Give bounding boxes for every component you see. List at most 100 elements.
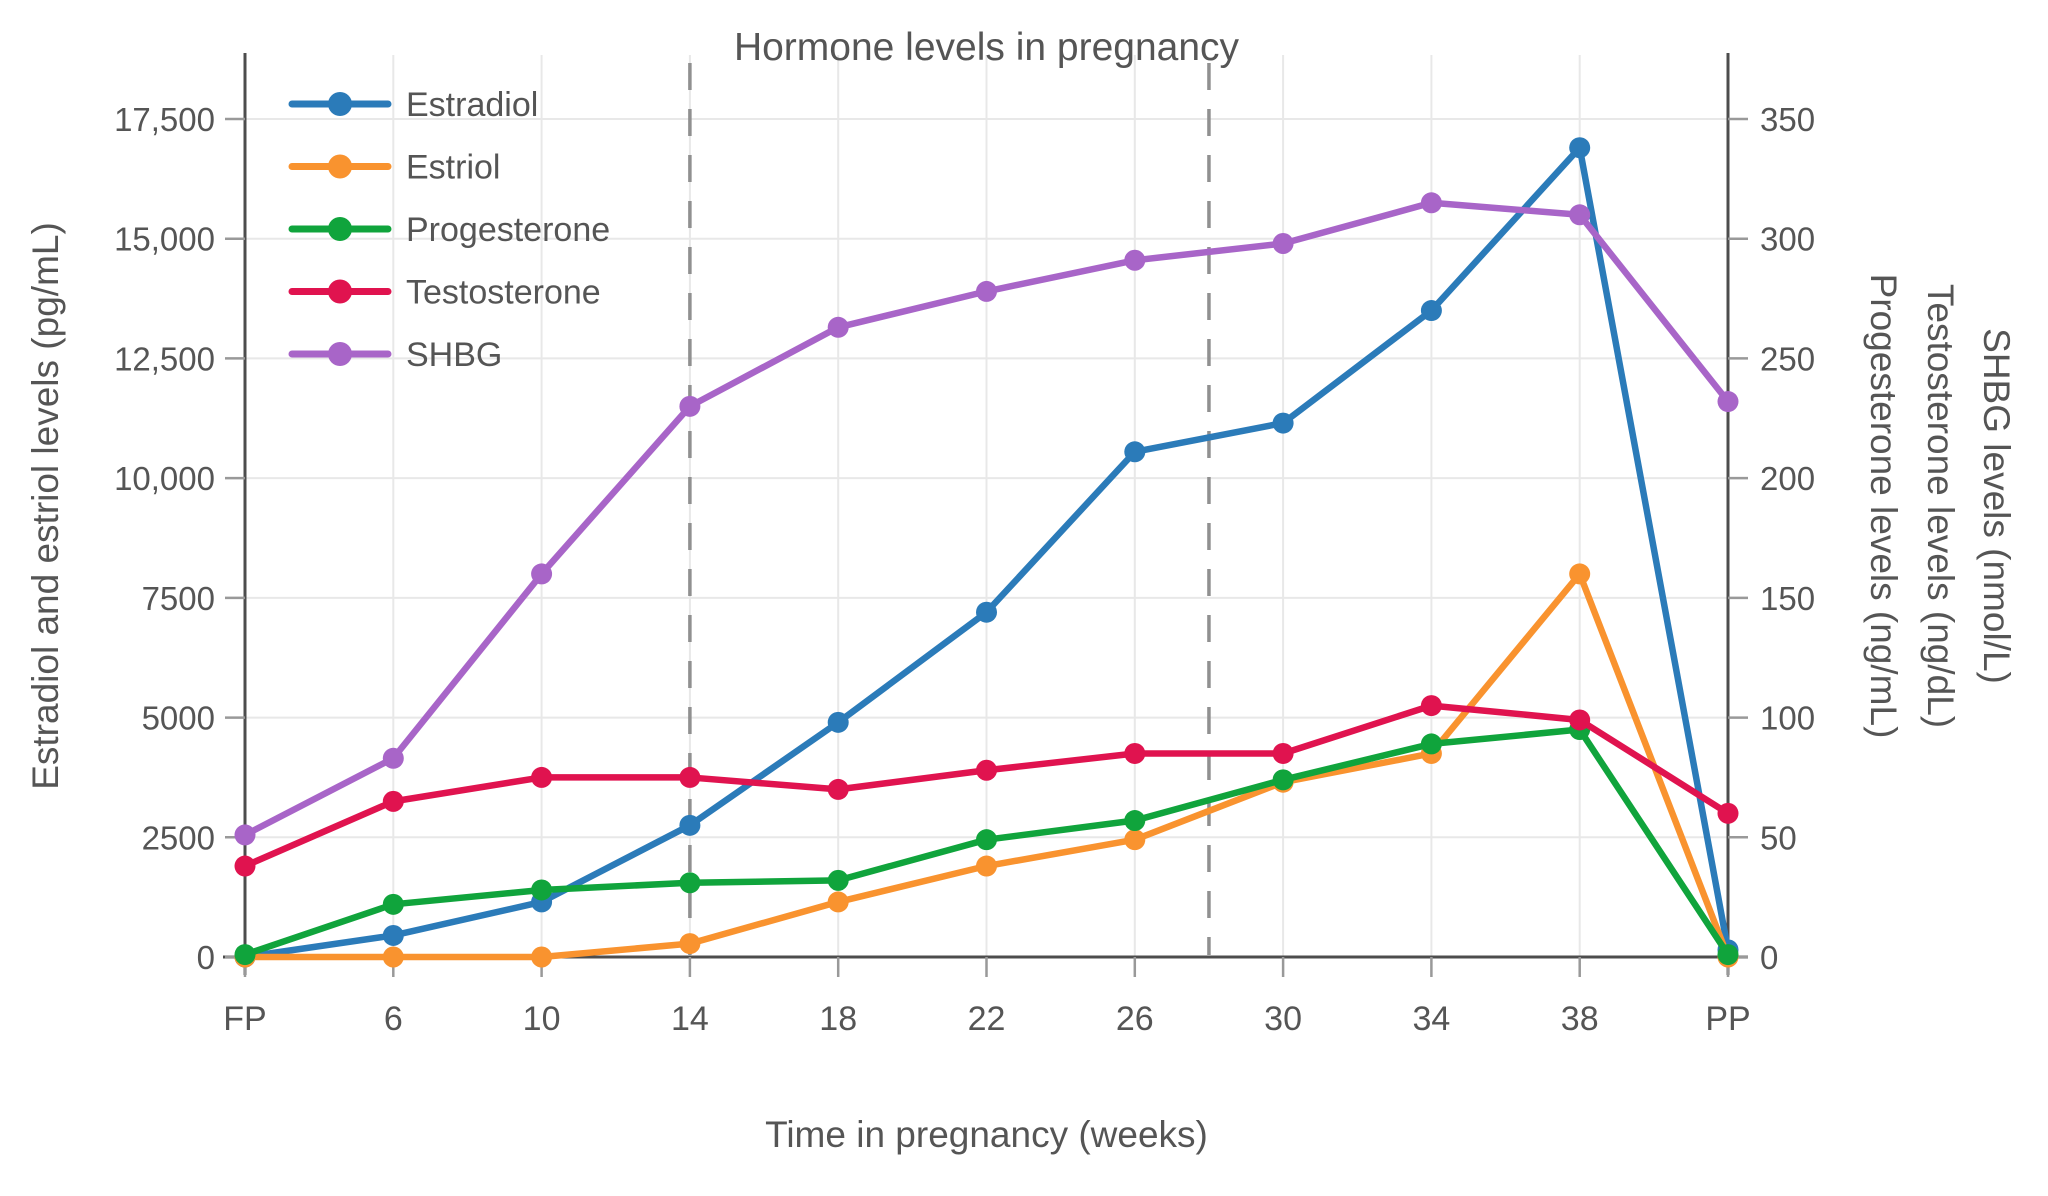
legend-marker — [328, 154, 352, 179]
data-point-estriol-10 — [531, 946, 553, 968]
x-axis-title: Time in pregnancy (weeks) — [765, 1114, 1208, 1155]
legend-item-shbg[interactable]: SHBG — [288, 336, 502, 374]
left-tick-label: 17,500 — [114, 101, 215, 138]
data-point-estradiol-26 — [1124, 441, 1146, 463]
data-point-progesterone-FP — [234, 944, 256, 966]
data-point-estradiol-34 — [1420, 300, 1442, 322]
right-axis-title-progesterone: Progesterone levels (ng/mL) — [1863, 273, 1904, 739]
legend-label: Testosterone — [406, 274, 601, 312]
legend-item-estradiol[interactable]: Estradiol — [288, 86, 538, 124]
left-tick-label: 7500 — [142, 580, 215, 617]
right-tick-label: 350 — [1760, 101, 1815, 138]
data-point-estradiol-18 — [827, 711, 849, 733]
data-point-testosterone-14 — [679, 766, 701, 788]
data-point-progesterone-18 — [827, 869, 849, 891]
data-point-testosterone-6 — [382, 790, 404, 812]
legend-label: Estriol — [406, 149, 500, 187]
legend-label: Estradiol — [406, 86, 538, 124]
legend-label: SHBG — [406, 336, 502, 374]
data-point-shbg-FP — [234, 824, 256, 846]
data-point-shbg-PP — [1717, 391, 1739, 413]
legend-item-estriol[interactable]: Estriol — [288, 149, 500, 187]
legend-marker — [328, 92, 352, 116]
right-tick-label: 50 — [1760, 819, 1797, 856]
x-tick-label-30: 30 — [1264, 1000, 1302, 1038]
data-point-estradiol-38 — [1569, 137, 1591, 159]
right-axis-title-testosterone: Testosterone levels (ng/dL) — [1920, 283, 1961, 729]
right-tick-label: 100 — [1760, 700, 1815, 737]
data-point-estriol-22 — [976, 855, 997, 877]
tick-labels: 0 2500 5000 7500 10,000 12,500 15,000 17,500 0 50… — [114, 101, 1815, 1038]
data-point-shbg-38 — [1569, 204, 1591, 226]
data-point-shbg-6 — [382, 747, 404, 769]
legend-label: Progesterone — [406, 211, 610, 249]
x-tick-label-FP: FP — [223, 1000, 266, 1038]
x-tick-label-34: 34 — [1412, 1000, 1450, 1038]
data-point-progesterone-34 — [1420, 733, 1442, 755]
legend: Estradiol Estriol Progesterone Testosterone… — [288, 86, 610, 374]
data-point-estradiol-30 — [1272, 412, 1294, 434]
x-tick-label-38: 38 — [1561, 1000, 1599, 1038]
data-point-testosterone-34 — [1420, 695, 1442, 717]
x-tick-label-10: 10 — [523, 1000, 561, 1038]
x-tick-label-PP: PP — [1705, 1000, 1750, 1038]
data-point-estriol-6 — [382, 946, 404, 968]
left-tick-label: 10,000 — [114, 460, 215, 497]
data-point-testosterone-FP — [234, 855, 256, 877]
data-point-progesterone-PP — [1717, 944, 1739, 966]
data-point-estradiol-22 — [976, 601, 997, 623]
right-tick-label: 300 — [1760, 221, 1815, 258]
series-testosterone — [234, 695, 1739, 877]
data-point-progesterone-26 — [1124, 810, 1146, 832]
data-point-shbg-14 — [679, 395, 701, 417]
data-point-testosterone-PP — [1717, 802, 1739, 824]
data-point-shbg-34 — [1420, 192, 1442, 214]
data-point-testosterone-38 — [1569, 709, 1591, 731]
data-point-testosterone-10 — [531, 766, 553, 788]
data-point-estriol-14 — [679, 933, 701, 955]
data-point-estradiol-14 — [679, 814, 701, 836]
left-axis-title: Estradiol and estriol levels (pg/mL) — [25, 222, 66, 790]
series-shbg — [234, 192, 1739, 846]
data-point-shbg-10 — [531, 563, 553, 585]
legend-item-progesterone[interactable]: Progesterone — [288, 211, 610, 249]
data-point-progesterone-22 — [976, 829, 997, 851]
data-point-progesterone-10 — [531, 879, 553, 901]
data-point-progesterone-30 — [1272, 769, 1294, 791]
data-point-testosterone-22 — [976, 759, 997, 781]
data-point-estriol-18 — [827, 891, 849, 913]
gridlines — [244, 55, 1729, 957]
left-tick-label: 12,500 — [114, 340, 215, 377]
data-point-testosterone-18 — [827, 778, 849, 800]
x-tick-label-18: 18 — [819, 1000, 857, 1038]
left-tick-label: 2500 — [142, 819, 215, 856]
data-point-estriol-26 — [1124, 829, 1146, 851]
right-tick-label: 150 — [1760, 580, 1815, 617]
data-point-shbg-26 — [1124, 249, 1146, 271]
data-point-progesterone-6 — [382, 893, 404, 915]
legend-item-testosterone[interactable]: Testosterone — [288, 274, 601, 312]
left-tick-label: 0 — [197, 939, 215, 976]
data-point-testosterone-30 — [1272, 742, 1294, 764]
data-point-shbg-22 — [976, 280, 997, 302]
chart-title: Hormone levels in pregnancy — [733, 26, 1240, 69]
left-tick-label: 15,000 — [114, 221, 215, 258]
data-point-estriol-38 — [1569, 563, 1591, 585]
right-tick-label: 250 — [1760, 340, 1815, 377]
x-tick-label-6: 6 — [384, 1000, 403, 1038]
x-tick-label-26: 26 — [1116, 1000, 1154, 1038]
data-point-progesterone-14 — [679, 872, 701, 894]
data-point-shbg-30 — [1272, 233, 1294, 255]
x-tick-label-22: 22 — [968, 1000, 1006, 1038]
x-tick-label-14: 14 — [671, 1000, 709, 1038]
data-point-shbg-18 — [827, 316, 849, 338]
right-axis-title-shbg: SHBG levels (nmol/L) — [1976, 328, 2017, 684]
left-tick-label: 5000 — [142, 700, 215, 737]
data-point-testosterone-26 — [1124, 742, 1146, 764]
legend-marker — [328, 279, 352, 304]
right-tick-label: 200 — [1760, 460, 1815, 497]
legend-marker — [328, 342, 352, 366]
legend-marker — [328, 217, 352, 241]
right-tick-label: 0 — [1760, 939, 1778, 976]
